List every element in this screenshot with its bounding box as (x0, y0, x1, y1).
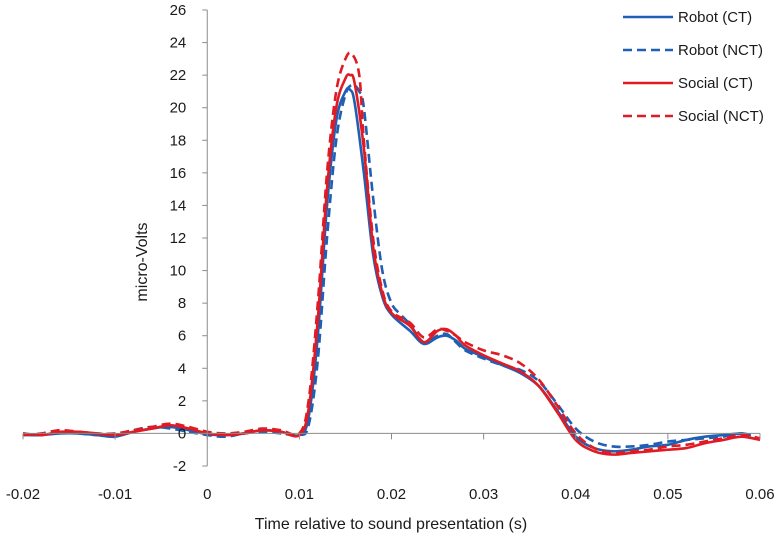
y-tick-label: 26 (170, 2, 187, 19)
x-tick-label: -0.02 (6, 486, 40, 503)
legend-label-social-ct: Social (CT) (678, 75, 753, 92)
legend-label-robot-nct: Robot (NCT) (678, 42, 763, 59)
x-tick-label: 0.01 (285, 486, 314, 503)
y-tick-label: 10 (170, 263, 187, 280)
x-tick-label: 0.02 (377, 486, 406, 503)
y-tick-label: 2 (178, 393, 186, 410)
series-line-social-ct (22, 73, 761, 456)
y-tick-label: 16 (170, 165, 187, 182)
y-axis-title: micro-Volts (134, 222, 151, 301)
y-tick-label: 8 (178, 295, 186, 312)
y-tick-label: 12 (170, 230, 187, 247)
y-tick-label: -2 (173, 458, 186, 475)
y-tick-label: 4 (178, 360, 186, 377)
x-tick-label: 0.06 (745, 486, 774, 503)
y-tick-label: 22 (170, 67, 187, 84)
y-tick-label: 24 (170, 35, 187, 52)
series-line-robot-ct (22, 86, 752, 453)
y-tick-label: 20 (170, 100, 187, 117)
legend-label-robot-ct: Robot (CT) (678, 9, 752, 26)
x-tick-label: 0.04 (561, 486, 590, 503)
y-tick-label: 18 (170, 132, 187, 149)
x-axis-title: Time relative to sound presentation (s) (255, 516, 527, 533)
legend: Robot (CT) Robot (NCT) Social (CT) Social (… (623, 9, 764, 125)
y-tick-label: 6 (178, 328, 186, 345)
y-tick-label: 14 (170, 197, 187, 214)
series-line-social-nct (22, 51, 761, 455)
series-line-robot-nct (22, 83, 752, 449)
x-tick-label: -0.01 (98, 486, 132, 503)
y-tick-label: 0 (178, 425, 186, 442)
x-tick-label: 0.03 (469, 486, 498, 503)
legend-label-social-nct: Social (NCT) (678, 108, 764, 125)
plot-area (22, 51, 761, 456)
x-tick-label: 0.05 (653, 486, 682, 503)
x-tick-label: 0 (203, 486, 211, 503)
